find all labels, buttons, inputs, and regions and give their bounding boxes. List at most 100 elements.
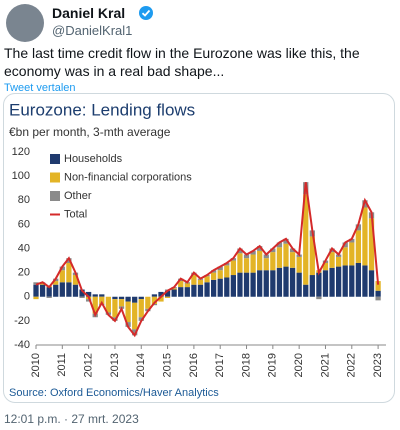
translate-link[interactable]: Tweet vertalen — [4, 82, 76, 94]
bar — [368, 270, 375, 297]
bar — [375, 290, 381, 297]
bar — [276, 267, 283, 297]
bar — [355, 224, 361, 231]
bar — [204, 276, 210, 283]
x-tick-label: 2018 — [240, 353, 252, 377]
chart: Eurozone: Lending flows €bn per month, 3… — [9, 100, 386, 399]
bar — [270, 270, 276, 297]
y-tick-label: -40 — [14, 339, 30, 351]
bar — [112, 299, 118, 318]
bar — [164, 296, 171, 298]
bar — [132, 329, 138, 336]
bar — [263, 254, 269, 259]
bar — [132, 302, 138, 330]
bar — [138, 296, 144, 300]
author[interactable]: Daniel Kral — [52, 5, 126, 21]
bar — [191, 275, 197, 285]
bar — [184, 283, 190, 288]
bar — [362, 207, 368, 266]
bar — [237, 248, 243, 254]
y-tick-label: 0 — [24, 291, 30, 303]
bar — [296, 256, 302, 273]
bar — [184, 287, 190, 297]
bar — [296, 272, 302, 297]
y-tick-label: 120 — [12, 146, 30, 158]
bar — [243, 272, 250, 297]
y-tick-label: 40 — [18, 242, 30, 254]
bar — [178, 287, 184, 297]
bar — [211, 272, 217, 280]
bar — [217, 266, 223, 271]
bar — [263, 270, 269, 297]
media-card[interactable] — [3, 93, 395, 403]
bar — [46, 296, 52, 298]
x-tick-label: 2017 — [214, 353, 226, 377]
bar — [289, 248, 296, 253]
x-tick-label: 2022 — [346, 353, 358, 377]
bar — [342, 265, 348, 297]
legend-swatch — [50, 154, 60, 164]
bar — [257, 246, 263, 251]
legend-label: Non-financial corporations — [64, 171, 192, 183]
bar — [197, 284, 204, 297]
x-tick-label: 2012 — [83, 353, 95, 377]
y-tick-label: 20 — [18, 267, 30, 279]
bar — [217, 278, 223, 297]
tweet-text: The last time credit flow in the Eurozon… — [4, 45, 360, 79]
bar — [303, 194, 309, 285]
x-tick-label: 2014 — [135, 353, 147, 377]
bar — [349, 242, 355, 266]
bar — [224, 277, 230, 297]
bar — [355, 230, 361, 263]
bar — [66, 262, 72, 283]
bar — [211, 279, 217, 297]
chart-subtitle: €bn per month, 3-mth average — [9, 125, 171, 139]
x-tick-label: 2019 — [267, 353, 279, 377]
bar — [79, 296, 85, 298]
bar — [368, 218, 375, 271]
bar — [92, 296, 98, 314]
x-tick-label: 2011 — [56, 353, 68, 377]
bar — [230, 275, 236, 297]
bar — [224, 262, 230, 266]
bar — [39, 283, 46, 285]
bar — [118, 296, 125, 300]
bar — [243, 254, 250, 259]
bar — [33, 284, 39, 297]
legend-swatch — [50, 191, 60, 201]
bar — [158, 291, 164, 297]
bar — [158, 296, 164, 302]
bar — [151, 296, 158, 304]
avatar[interactable] — [6, 4, 44, 42]
bar — [53, 281, 59, 285]
bar — [289, 252, 296, 268]
bar — [349, 238, 355, 243]
bar — [33, 282, 39, 285]
bar — [112, 296, 118, 300]
bar — [33, 296, 39, 300]
bar — [191, 284, 197, 297]
bar — [59, 270, 65, 283]
bar — [243, 258, 250, 273]
bar — [309, 236, 315, 276]
bar — [362, 265, 368, 297]
bar — [375, 296, 381, 301]
bar — [237, 253, 243, 273]
bar — [316, 296, 322, 300]
bar — [151, 294, 158, 297]
bar — [138, 299, 144, 318]
bar — [197, 279, 204, 285]
timestamp: 12:01 p.m. · 27 mrt. 2023 — [4, 412, 139, 426]
bar — [336, 266, 342, 297]
bar — [329, 252, 335, 268]
x-tick-label: 2021 — [319, 353, 331, 377]
bar — [53, 284, 59, 297]
bar — [118, 299, 125, 307]
bar — [276, 242, 283, 248]
x-tick-label: 2015 — [161, 353, 173, 377]
bar — [217, 270, 223, 279]
bar — [342, 247, 348, 266]
handle[interactable]: @DanielKral1 — [52, 23, 133, 38]
bar — [329, 267, 335, 297]
bar — [59, 282, 65, 297]
